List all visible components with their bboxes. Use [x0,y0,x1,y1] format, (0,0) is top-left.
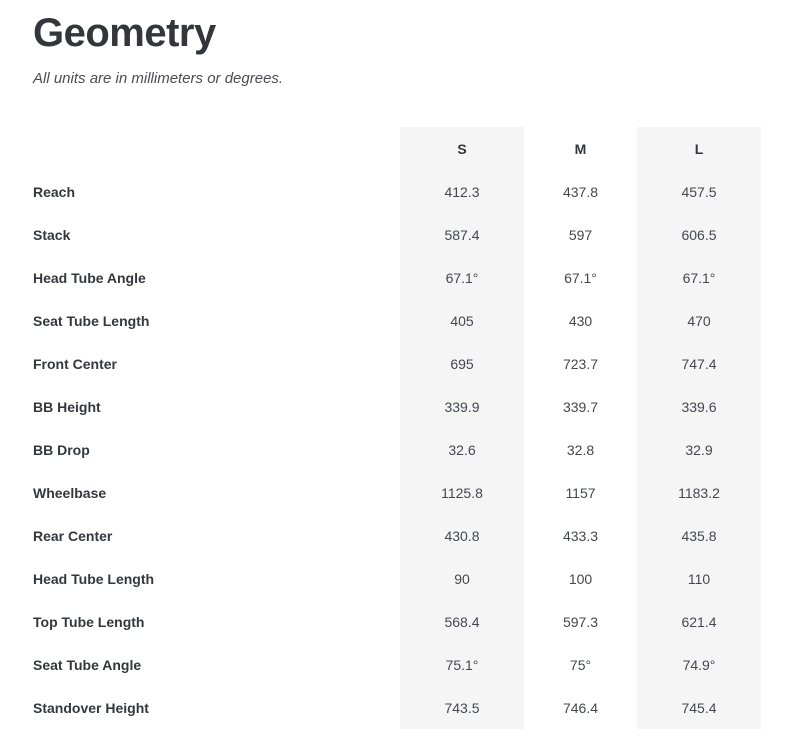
cell-top-tube-length-s: 568.4 [400,600,524,643]
cell-reach-s: 412.3 [400,170,524,213]
row-label-seat-tube-angle: Seat Tube Angle [33,656,142,673]
cell-reach-m: 437.8 [562,183,599,200]
column-header-m: M [574,140,587,157]
cell-front-center-l: 747.4 [637,342,761,385]
cell-stack-m: 597 [568,226,593,243]
cell-head-tube-length-s: 90 [400,557,524,600]
cell-bb-height-l: 339.6 [637,385,761,428]
cell-head-tube-angle-l: 67.1° [637,256,761,299]
column-header-l: L [637,127,761,170]
cell-standover-height-s: 743.5 [400,686,524,729]
cell-reach-l: 457.5 [637,170,761,213]
cell-bb-drop-s: 32.6 [400,428,524,471]
row-label-front-center: Front Center [33,355,117,372]
cell-bb-drop-m: 32.8 [566,441,595,458]
cell-seat-tube-length-s: 405 [400,299,524,342]
cell-top-tube-length-m: 597.3 [562,613,599,630]
header-corner-cell [33,127,400,170]
cell-rear-center-s: 430.8 [400,514,524,557]
cell-head-tube-length-l: 110 [637,557,761,600]
row-label-bb-drop: BB Drop [33,441,90,458]
row-label-rear-center: Rear Center [33,527,113,544]
cell-bb-drop-l: 32.9 [637,428,761,471]
row-label-top-tube-length: Top Tube Length [33,613,145,630]
row-label-seat-tube-length: Seat Tube Length [33,312,150,329]
cell-standover-height-l: 745.4 [637,686,761,729]
cell-front-center-s: 695 [400,342,524,385]
cell-wheelbase-s: 1125.8 [400,471,524,514]
column-header-s: S [400,127,524,170]
cell-stack-s: 587.4 [400,213,524,256]
cell-rear-center-l: 435.8 [637,514,761,557]
cell-seat-tube-length-l: 470 [637,299,761,342]
page-title: Geometry [33,11,216,55]
cell-front-center-m: 723.7 [562,355,599,372]
cell-top-tube-length-l: 621.4 [637,600,761,643]
row-label-head-tube-length: Head Tube Length [33,570,155,587]
cell-seat-tube-length-m: 430 [568,312,593,329]
cell-bb-height-s: 339.9 [400,385,524,428]
row-label-bb-height: BB Height [33,398,101,415]
cell-stack-l: 606.5 [637,213,761,256]
cell-standover-height-m: 746.4 [562,699,599,716]
cell-bb-height-m: 339.7 [562,398,599,415]
cell-head-tube-angle-s: 67.1° [400,256,524,299]
cell-seat-tube-angle-m: 75° [569,656,592,673]
geometry-table: S M L Reach 412.3 437.8 457.5 Stack 587.… [33,127,761,729]
row-label-reach: Reach [33,183,76,200]
cell-rear-center-m: 433.3 [562,527,599,544]
units-note: All units are in millimeters or degrees. [33,70,284,87]
cell-seat-tube-angle-l: 74.9° [637,643,761,686]
cell-wheelbase-m: 1157 [565,484,596,501]
cell-seat-tube-angle-s: 75.1° [400,643,524,686]
row-label-head-tube-angle: Head Tube Angle [33,269,146,286]
cell-wheelbase-l: 1183.2 [637,471,761,514]
row-label-wheelbase: Wheelbase [33,484,107,501]
cell-head-tube-angle-m: 67.1° [564,269,597,286]
cell-head-tube-length-m: 100 [568,570,593,587]
row-label-standover-height: Standover Height [33,699,149,716]
row-label-stack: Stack [33,226,71,243]
